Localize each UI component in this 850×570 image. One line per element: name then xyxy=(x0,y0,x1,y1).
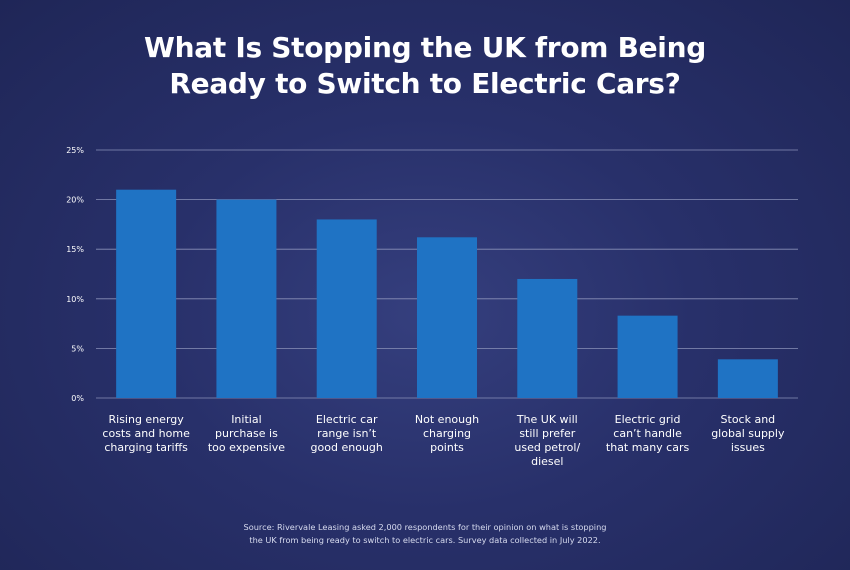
category-label-line: too expensive xyxy=(208,441,285,454)
y-tick-label: 5% xyxy=(71,344,84,353)
source-note: Source: Rivervale Leasing asked 2,000 re… xyxy=(0,521,850,547)
bar-3 xyxy=(316,219,377,398)
chart-title-line-2: Ready to Switch to Electric Cars? xyxy=(169,67,681,100)
category-label-line: Initial xyxy=(231,413,261,426)
category-label-4: Not enough charging points xyxy=(415,413,479,454)
category-label-3: Electric car range isn’t good enough xyxy=(311,413,383,454)
category-label-line: issues xyxy=(731,441,765,454)
category-label-line: still prefer xyxy=(519,427,575,440)
category-label-line: diesel xyxy=(531,455,563,468)
category-label-line: Electric grid xyxy=(615,413,681,426)
bar-5 xyxy=(517,278,578,398)
category-label-line: charging xyxy=(423,427,471,440)
chart-title: What Is Stopping the UK from Being Ready… xyxy=(0,30,850,102)
category-label-7: Stock and global supply issues xyxy=(711,413,785,454)
category-label-line: that many cars xyxy=(606,441,690,454)
category-label-1: Rising energy costs and home charging tari… xyxy=(102,413,190,454)
category-label-line: points xyxy=(430,441,464,454)
category-label-5: The UK will still prefer used petrol/diese… xyxy=(514,413,580,468)
chart-title-line-1: What Is Stopping the UK from Being xyxy=(144,31,706,64)
bar-1 xyxy=(116,189,177,398)
category-label-line: Rising energy xyxy=(109,413,185,426)
category-label-line: charging tariffs xyxy=(104,441,188,454)
y-tick-label: 20% xyxy=(66,196,84,205)
y-axis-tick-labels: 0% 5% 10% 15% 20% 25% xyxy=(66,146,84,403)
bar-2 xyxy=(216,199,277,398)
category-label-line: used petrol/ xyxy=(514,441,580,454)
y-tick-label: 15% xyxy=(66,245,84,254)
category-label-line: can’t handle xyxy=(613,427,682,440)
y-tick-label: 25% xyxy=(66,146,84,155)
category-label-6: Electric grid can’t handle that many cars xyxy=(606,413,690,454)
y-tick-label: 0% xyxy=(71,394,84,403)
category-label-line: range isn’t xyxy=(317,427,377,440)
bar-7 xyxy=(717,359,778,398)
y-tick-label: 10% xyxy=(66,295,84,304)
category-label-line: good enough xyxy=(311,441,383,454)
source-note-line-2: the UK from being ready to switch to ele… xyxy=(249,535,601,545)
category-label-line: The UK will xyxy=(516,413,578,426)
category-label-line: purchase is xyxy=(215,427,278,440)
category-label-line: costs and home xyxy=(102,427,190,440)
x-axis-category-labels: Rising energy costs and home charging tari… xyxy=(102,413,785,468)
bar-6 xyxy=(617,315,678,398)
category-label-line: global supply xyxy=(711,427,785,440)
source-note-line-1: Source: Rivervale Leasing asked 2,000 re… xyxy=(243,522,607,532)
category-label-line: Not enough xyxy=(415,413,479,426)
category-label-2: Initial purchase is too expensive xyxy=(208,413,285,454)
category-label-line: Electric car xyxy=(316,413,378,426)
bar-4 xyxy=(417,237,477,398)
category-label-line: Stock and xyxy=(721,413,776,426)
bars xyxy=(116,189,778,398)
